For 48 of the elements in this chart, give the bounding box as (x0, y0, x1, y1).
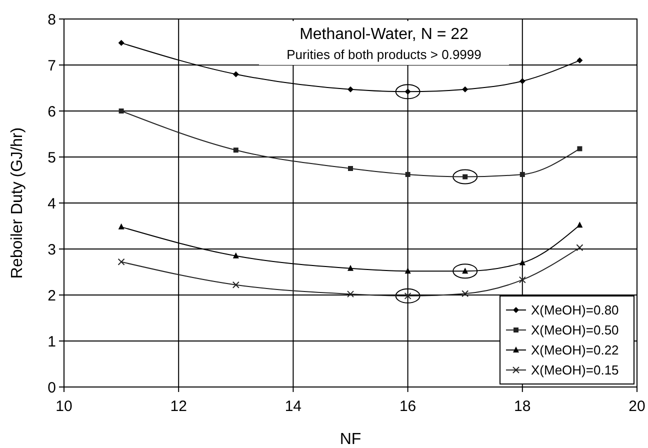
y-tick-label: 0 (48, 379, 56, 396)
y-tick-label: 6 (48, 103, 56, 120)
legend-label: X(MeOH)=0.50 (531, 322, 619, 338)
x-tick-label: 18 (514, 398, 531, 415)
point (348, 166, 353, 171)
point (404, 268, 411, 274)
point (118, 108, 124, 114)
point (405, 172, 410, 177)
point (118, 258, 125, 266)
chart-title: Methanol-Water, N = 22 (300, 26, 469, 43)
y-tick-label: 1 (48, 333, 56, 350)
point (520, 172, 525, 177)
y-tick-label: 3 (48, 241, 56, 258)
x-tick-label: 20 (628, 398, 646, 415)
point (118, 40, 124, 46)
y-tick-label: 8 (48, 11, 56, 28)
point (576, 244, 584, 252)
point (462, 174, 468, 180)
point (233, 148, 238, 153)
point (348, 86, 354, 92)
legend-label: X(MeOH)=0.15 (531, 362, 619, 378)
legend-label: X(MeOH)=0.80 (531, 302, 619, 318)
x-axis-title: NF (340, 431, 362, 448)
x-tick-label: 12 (170, 398, 187, 415)
point (577, 146, 582, 152)
x-tick-label: 10 (56, 398, 72, 415)
text: Purities of both products > 0.9999 (286, 47, 482, 62)
point (518, 276, 526, 284)
point (118, 223, 124, 230)
point (462, 290, 469, 298)
point (519, 259, 526, 266)
x-tick-label: 16 (399, 398, 416, 415)
y-tick-label: 7 (48, 57, 56, 74)
x-tick-label: 14 (284, 398, 302, 415)
point (576, 57, 583, 64)
point (232, 281, 240, 288)
point (348, 264, 354, 271)
y-tick-label: 4 (48, 195, 56, 212)
point (576, 222, 583, 228)
y-tick-label: 2 (48, 287, 56, 304)
legend-label: X(MeOH)=0.22 (531, 342, 619, 358)
y-tick-label: 5 (48, 149, 56, 166)
point (462, 86, 468, 92)
point (347, 290, 354, 298)
point (232, 252, 239, 258)
y-axis-title: Reboiler Duty (GJ/hr) (9, 127, 26, 279)
point (232, 71, 239, 78)
point (519, 78, 526, 84)
